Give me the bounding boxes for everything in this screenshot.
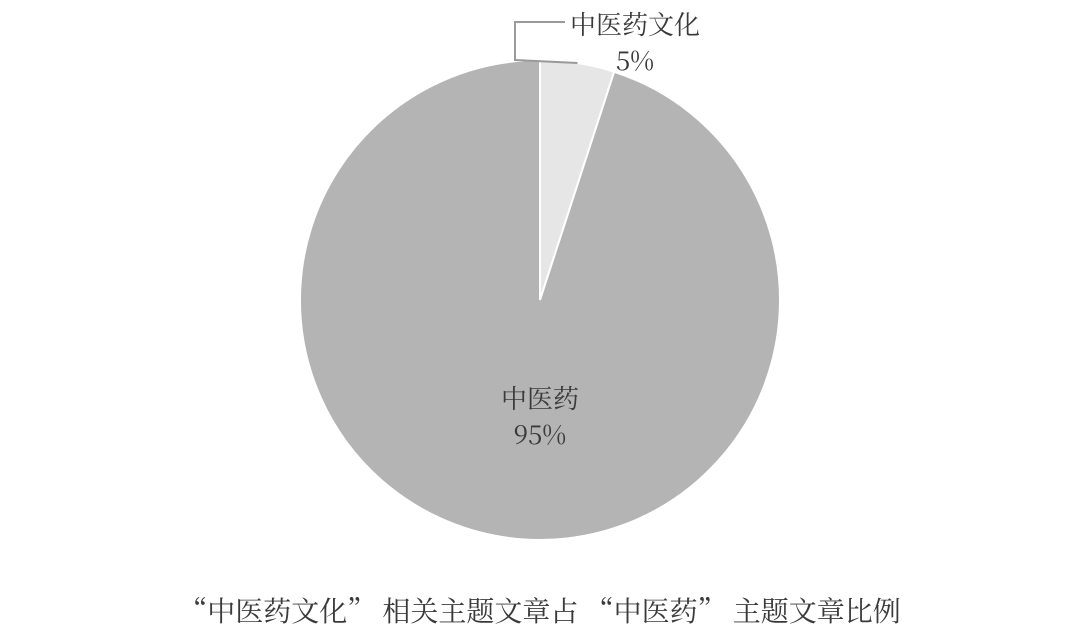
pie-slice-1	[300, 60, 780, 540]
chart-stage: 中医药文化 5% 中医药 95% “中医药文化” 相关主题文章占 “中医药” 主…	[0, 0, 1080, 633]
slice-small-pct: 5%	[570, 42, 700, 78]
slice-large-pct: 95%	[480, 416, 600, 452]
chart-caption: “中医药文化” 相关主题文章占 “中医药” 主题文章比例	[0, 590, 1080, 630]
slice-label-small: 中医药文化 5%	[570, 6, 700, 79]
slice-small-name: 中医药文化	[570, 6, 700, 42]
pie-svg	[0, 0, 1080, 560]
slice-large-name: 中医药	[480, 380, 600, 416]
slice-label-large: 中医药 95%	[480, 380, 600, 453]
callout-leader	[515, 22, 578, 63]
pie-chart	[0, 0, 1080, 560]
